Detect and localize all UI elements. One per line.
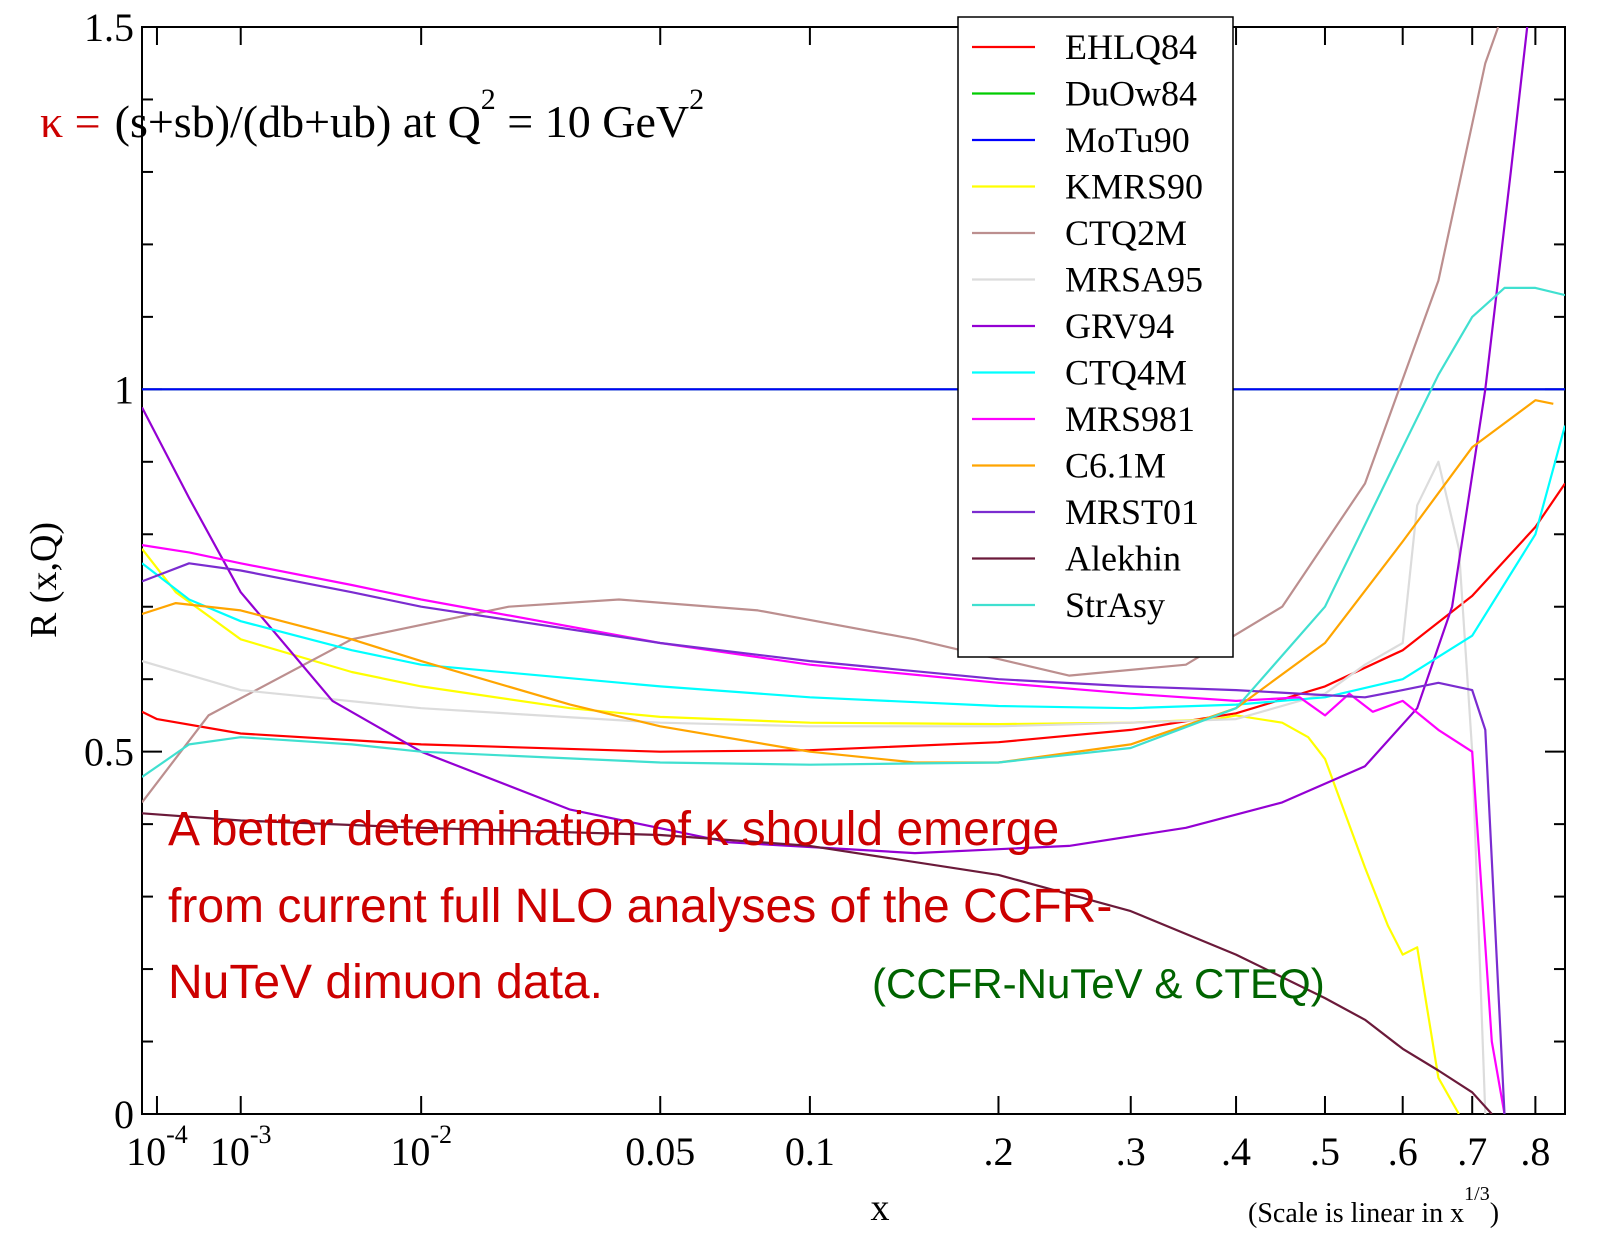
series-line-c6-1m	[142, 399, 1554, 764]
series-line-mrst01	[142, 562, 1506, 1114]
annotation-line-3: NuTeV dimuon data.	[168, 956, 603, 1009]
legend-label: GRV94	[1065, 306, 1174, 346]
x-tick-label: 10-3	[210, 1120, 272, 1174]
x-tick-label: 10-4	[126, 1120, 188, 1174]
legend-label: DuOw84	[1065, 74, 1197, 114]
x-tick-label: .8	[1520, 1129, 1550, 1174]
legend-label: CTQ2M	[1065, 213, 1187, 253]
annotation-line-2: from current full NLO analyses of the CC…	[168, 880, 1112, 933]
x-tick-label: .7	[1457, 1129, 1487, 1174]
legend-label: StrAsy	[1065, 585, 1165, 625]
x-tick-label: .5	[1310, 1129, 1340, 1174]
y-tick-label: 1	[114, 367, 134, 412]
y-tick-label: 0.5	[84, 730, 134, 775]
series-line-mrs981	[142, 544, 1506, 1114]
series-line-ehlq84	[142, 482, 1565, 753]
x-tick-label: .3	[1116, 1129, 1146, 1174]
legend-label: MRS981	[1065, 399, 1195, 439]
annotation-line-1: A better determination of κ should emerg…	[168, 803, 1059, 856]
legend-label: MoTu90	[1065, 120, 1190, 160]
legend-label: MRST01	[1065, 492, 1199, 532]
legend-label: Alekhin	[1065, 539, 1181, 579]
x-tick-label: 0.1	[785, 1129, 835, 1174]
legend-label: MRSA95	[1065, 260, 1203, 300]
axes-group: 0 0.5 1 1.5 10-4 10-3 10-2 0.05 0.1 .2 .3 .4 .5 .6 .7.…	[84, 5, 1565, 1174]
legend-box	[957, 16, 1234, 658]
series-lines	[142, 27, 1565, 1114]
legend-label: CTQ4M	[1065, 353, 1187, 393]
series-line-alekhin	[142, 812, 1493, 1114]
legend-items: EHLQ84 DuOw84 MoTu90 KMRS90 CTQ2M MRSA95 GRV94…	[972, 27, 1203, 625]
y-tick-label: 0	[114, 1092, 134, 1137]
legend-label: KMRS90	[1065, 167, 1203, 207]
x-tick-label: .2	[983, 1129, 1013, 1174]
y-tick-label: 1.5	[84, 5, 134, 50]
chart-title: κ = (s+sb)/(db+ub) at Q2 = 10 GeV2	[40, 83, 704, 147]
x-tick-label: .6	[1388, 1129, 1418, 1174]
series-line-strasy	[142, 286, 1565, 778]
series-line-mrsa95	[142, 460, 1487, 1114]
plot-frame	[141, 26, 1566, 1115]
annotation-credit: (CCFR-NuTeV & CTEQ)	[872, 960, 1325, 1007]
x-tick-label: .4	[1221, 1129, 1251, 1174]
legend: EHLQ84 DuOw84 MoTu90 KMRS90 CTQ2M MRSA95 GRV94…	[957, 16, 1234, 658]
series-line-ctq4m	[142, 425, 1565, 710]
x-tick-label: 0.05	[625, 1129, 695, 1174]
legend-label: C6.1M	[1065, 446, 1166, 486]
y-axis-label: R (x,Q)	[23, 522, 65, 638]
x-tick-label: 10-2	[390, 1120, 452, 1174]
x-axis-label: x	[871, 1187, 890, 1229]
scale-note: (Scale is linear in x1/3)	[1248, 1183, 1499, 1229]
series-line-grv94	[142, 27, 1529, 855]
legend-label: EHLQ84	[1065, 27, 1197, 67]
annotation: A better determination of κ should emerg…	[168, 803, 1325, 1009]
